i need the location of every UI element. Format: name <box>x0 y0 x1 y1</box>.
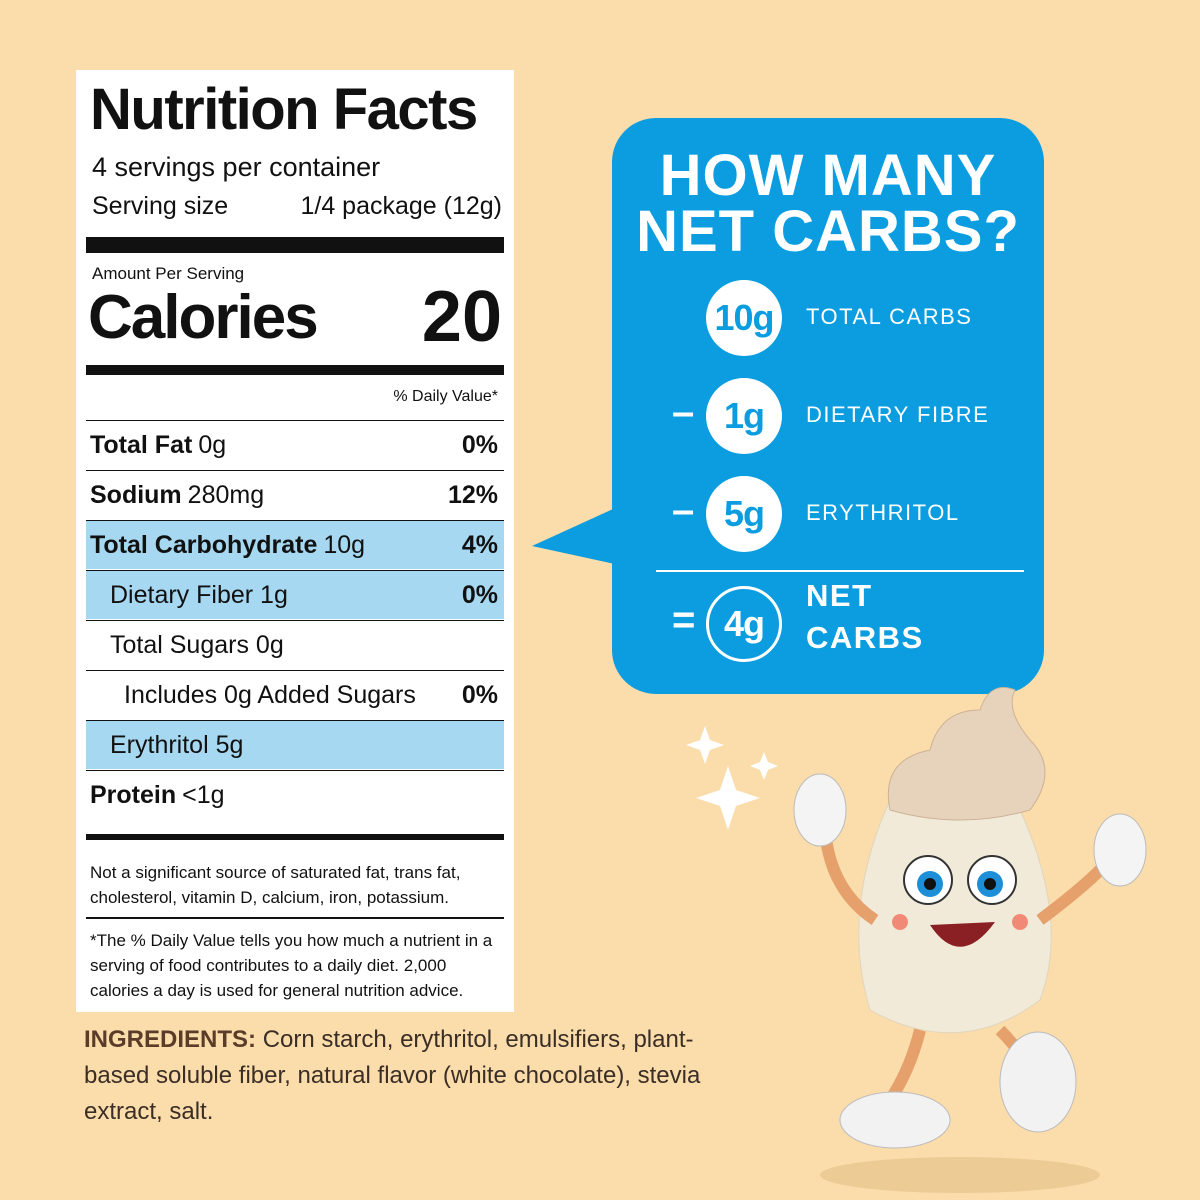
serving-size-value: 1/4 package (12g) <box>300 192 502 220</box>
nutrient-row: Total Fat 0g 0% <box>86 420 504 469</box>
thick-rule <box>86 237 504 253</box>
carb-label: CARBS <box>806 620 924 655</box>
nutrient-row: Dietary Fiber 1g 0% <box>86 570 504 619</box>
nutrient-name: Total Carbohydrate <box>90 530 318 559</box>
nutrient-row: Protein <1g <box>86 770 504 819</box>
carb-label: DIETARY FIBRE <box>806 402 990 427</box>
nutrient-row: Sodium 280mg 12% <box>86 470 504 519</box>
thick-rule <box>86 365 504 375</box>
carb-amount: 1g <box>706 378 782 454</box>
operator: = <box>672 598 696 642</box>
nutrient-name: Protein <box>90 780 177 809</box>
nutrient-text: Includes 0g Added Sugars <box>124 680 416 709</box>
nutrient-name: Total Fat <box>90 430 193 459</box>
calories-value: 20 <box>421 277 502 357</box>
footnote-2: *The % Daily Value tells you how much a … <box>90 931 493 1000</box>
nutrient-amount: 0g <box>198 430 227 459</box>
bubble-title: NET CARBS? <box>636 199 1020 264</box>
daily-value: 0% <box>461 580 498 609</box>
nutrient-amount: 280mg <box>187 480 265 509</box>
daily-value: 0% <box>461 680 498 709</box>
nutrient-row: Erythritol 5g <box>86 720 504 769</box>
servings: 4 servings per container <box>92 152 381 182</box>
nutrient-amount: 10g <box>323 530 366 559</box>
dv-header: % Daily Value* <box>393 388 498 405</box>
nutrition-label: Nutrition Facts 4 servings per container… <box>76 70 514 1012</box>
carb-label: ERYTHRITOL <box>806 500 960 525</box>
footnote-1: Not a significant source of saturated fa… <box>90 863 461 907</box>
calories-label: Calories <box>88 283 319 352</box>
bubble-title: HOW MANY <box>659 143 997 208</box>
rule <box>86 917 504 919</box>
operator: – <box>672 390 695 434</box>
label-title: Nutrition Facts <box>90 77 478 142</box>
amount-per-serving: Amount Per Serving <box>92 264 245 283</box>
operator: – <box>672 488 695 532</box>
daily-value: 12% <box>447 480 498 509</box>
ingredients: INGREDIENTS: Corn starch, erythritol, em… <box>84 1022 704 1130</box>
nutrient-text: Dietary Fiber 1g <box>110 580 288 609</box>
daily-value: 4% <box>461 530 498 559</box>
nutrient-row: Total Carbohydrate 10g 4% <box>86 520 504 569</box>
carb-amount: 4g <box>706 586 782 662</box>
carb-label: NET <box>806 578 873 613</box>
speech-bubble: HOW MANY NET CARBS? 10g TOTAL CARBS –1g DIE… <box>612 118 1044 694</box>
carb-label: TOTAL CARBS <box>806 304 973 329</box>
rule <box>86 834 504 840</box>
bubble-pointer <box>532 504 624 566</box>
nutrient-amount: <1g <box>182 780 225 809</box>
nutrient-text: Erythritol 5g <box>110 730 244 759</box>
nutrient-text: Total Sugars 0g <box>110 630 284 659</box>
ingredients-heading: INGREDIENTS: <box>84 1026 257 1053</box>
nutrient-row: Includes 0g Added Sugars 0% <box>86 670 504 719</box>
nutrient-row: Total Sugars 0g <box>86 620 504 669</box>
carb-amount: 5g <box>706 476 782 552</box>
ingredients-text: Corn starch, erythritol, emulsifiers, pl… <box>84 1026 701 1125</box>
nutrient-name: Sodium <box>90 480 182 509</box>
divider <box>656 570 1024 572</box>
carb-amount: 10g <box>706 280 782 356</box>
serving-size-label: Serving size <box>92 192 229 220</box>
daily-value: 0% <box>461 430 498 459</box>
mascot <box>686 687 1147 1193</box>
